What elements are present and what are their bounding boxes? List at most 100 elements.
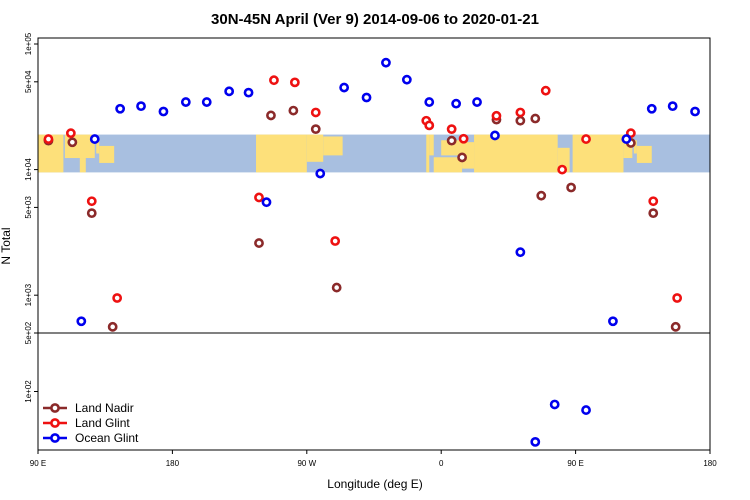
ocean-glint-point [549, 399, 560, 410]
map-land-patch [474, 134, 558, 173]
ocean-glint-point [76, 316, 87, 327]
map-land-patch [557, 147, 570, 173]
map-land-patch [633, 140, 637, 154]
map-land-patch [617, 158, 624, 173]
world-map-band [38, 134, 710, 173]
ocean-glint-point [136, 101, 146, 112]
legend-label-ocean-glint: Ocean Glint [75, 431, 139, 445]
ocean-glint-point [424, 97, 435, 107]
land-nadir-point [530, 113, 541, 124]
ocean-glint-point [490, 130, 500, 141]
ocean-glint-point [401, 74, 412, 85]
y-tick-label: 5e+02 [24, 321, 33, 344]
land-glint-point [458, 133, 469, 144]
y-tick-label: 1e+04 [24, 158, 33, 181]
land-nadir-point [86, 208, 97, 219]
land-nadir-point [457, 152, 468, 163]
ocean-glint-point [315, 168, 326, 179]
ocean-glint-point [472, 97, 482, 107]
x-tick-label: 90 W [297, 459, 316, 468]
ocean-glint-point [361, 92, 372, 103]
land-nadir-point [107, 321, 118, 332]
ocean-glint-point [180, 97, 191, 107]
y-tick-label: 1e+05 [24, 32, 33, 55]
land-glint-point [269, 75, 279, 86]
land-nadir-point [288, 105, 299, 116]
x-tick-label: 180 [703, 459, 717, 468]
land-glint-point [515, 107, 526, 118]
land-nadir-point [254, 238, 264, 248]
map-land-patch [636, 145, 652, 163]
land-glint-point [540, 85, 551, 96]
ocean-glint-point [581, 405, 591, 415]
ocean-glint-point [621, 134, 632, 144]
x-tick-label: 90 E [30, 459, 46, 468]
land-glint-point [581, 134, 591, 144]
land-nadir-point [670, 321, 681, 332]
land-glint-point [491, 110, 502, 121]
land-nadir-point [331, 282, 342, 293]
land-nadir-point [446, 135, 457, 146]
land-nadir-point [515, 115, 526, 126]
land-glint-point [424, 120, 435, 131]
land-nadir-point [266, 110, 276, 121]
map-land-patch [426, 134, 430, 173]
ocean-glint-point [115, 103, 126, 114]
ocean-glint-point [451, 98, 462, 109]
x-axis-label: Longitude (deg E) [327, 477, 422, 491]
land-glint-point [310, 107, 321, 118]
map-land-patch [441, 140, 466, 156]
land-nadir-point [536, 190, 547, 201]
land-glint-point [65, 128, 76, 139]
land-glint-point [557, 164, 568, 175]
y-tick-label: 1e+03 [24, 283, 33, 306]
land-glint-point [289, 77, 300, 88]
map-land-patch [96, 140, 100, 154]
data-points [43, 57, 700, 447]
map-land-patch [99, 145, 115, 163]
ocean-glint-point [339, 82, 350, 93]
land-glint-point [112, 293, 123, 303]
y-axis-label: N Total [0, 227, 13, 264]
map-land-patch [433, 157, 463, 173]
x-tick-label: 180 [166, 459, 180, 468]
legend-marker-ocean-glint [50, 433, 60, 443]
chart-title: 30N-45N April (Ver 9) 2014-09-06 to 2020… [211, 11, 539, 28]
land-glint-point [43, 134, 54, 144]
ocean-glint-point [224, 86, 235, 97]
legend-marker-land-glint [50, 418, 60, 428]
ocean-glint-point [261, 197, 272, 208]
map-land-patch [79, 158, 86, 173]
legend-marker-land-nadir [50, 403, 60, 413]
land-nadir-point [566, 182, 577, 193]
ocean-glint-point [530, 436, 541, 447]
ocean-glint-point [89, 134, 100, 144]
map-land-patch [323, 136, 343, 156]
land-nadir-point [310, 124, 321, 135]
land-glint-point [254, 192, 264, 203]
land-glint-point [648, 196, 659, 207]
ocean-glint-point [608, 316, 618, 327]
ocean-glint-point [243, 87, 254, 98]
map-land-patch [256, 134, 307, 173]
x-tick-label: 0 [439, 459, 444, 468]
land-glint-point [446, 124, 457, 135]
ocean-glint-point [201, 97, 212, 107]
land-glint-point [672, 293, 683, 303]
y-tick-label: 5e+04 [24, 70, 33, 93]
land-glint-point [330, 236, 341, 246]
ocean-glint-point [158, 106, 169, 117]
map-land-patch [462, 142, 475, 169]
ocean-glint-point [646, 103, 657, 114]
axes: 90 E 180 90 W 0 90 E 180 5e+02 1e+03 5e+03 1e+04 5… [24, 32, 717, 468]
land-glint-point [625, 128, 636, 139]
x-tick-label: 90 E [567, 459, 583, 468]
ocean-glint-point [690, 106, 700, 117]
legend-label-land-glint: Land Glint [75, 416, 130, 430]
map-land-patch [429, 134, 434, 156]
ocean-glint-point [667, 101, 678, 112]
y-tick-label: 5e+03 [24, 196, 33, 219]
ocean-glint-point [515, 247, 526, 258]
legend-label-land-nadir: Land Nadir [75, 401, 134, 415]
